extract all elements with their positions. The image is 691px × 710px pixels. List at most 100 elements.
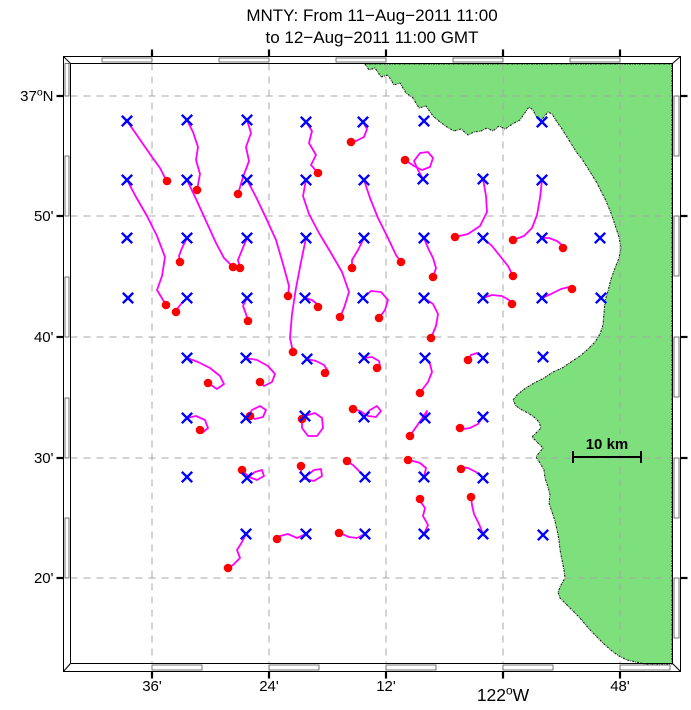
trajectory-endpoint-dot bbox=[348, 404, 358, 414]
drifter-trajectory bbox=[423, 297, 439, 339]
grid-x-marker bbox=[476, 172, 490, 186]
frame-ruler-segment bbox=[64, 155, 70, 217]
lon-tick-label: 36' bbox=[142, 678, 162, 695]
trajectory-endpoint-dot bbox=[161, 300, 171, 310]
trajectory-endpoint-dot bbox=[455, 423, 465, 433]
frame-ruler-segment bbox=[569, 57, 621, 63]
grid-x-marker bbox=[417, 291, 431, 305]
grid-x-marker bbox=[594, 291, 608, 305]
drifter-trajectory bbox=[245, 357, 276, 387]
grid-x-marker bbox=[535, 231, 549, 245]
trajectory-endpoint-dot bbox=[162, 176, 172, 186]
trajectory-endpoint-dot bbox=[334, 528, 344, 538]
grid-x-marker bbox=[535, 173, 549, 187]
trajectory-endpoint-dot bbox=[508, 235, 518, 245]
drifter-trajectory bbox=[470, 496, 484, 535]
drifter-trajectory bbox=[289, 237, 307, 353]
frame-ruler-segment bbox=[673, 457, 680, 519]
grid-x-marker bbox=[417, 114, 431, 128]
grid-x-marker bbox=[357, 410, 371, 424]
grid-x-marker bbox=[476, 291, 490, 305]
trajectory-endpoint-dot bbox=[237, 465, 247, 475]
grid-x-marker bbox=[358, 470, 372, 484]
grid-x-marker bbox=[476, 351, 490, 365]
frame-ruler-segment bbox=[101, 57, 153, 63]
grid-x-marker bbox=[536, 528, 550, 542]
drifter-trajectory bbox=[186, 357, 225, 390]
grid-x-marker bbox=[120, 173, 134, 187]
frame-ruler-segment bbox=[502, 664, 554, 671]
grid-x-marker bbox=[357, 173, 371, 187]
map-frame-outer bbox=[63, 56, 681, 672]
grid-x-marker bbox=[120, 231, 134, 245]
frame-ruler-segment bbox=[64, 517, 70, 579]
trajectory-endpoint-dot bbox=[335, 312, 345, 322]
trajectory-endpoint-dot bbox=[346, 137, 356, 147]
grid-x-marker bbox=[121, 291, 135, 305]
trajectory-endpoint-dot bbox=[415, 494, 425, 504]
grid-x-marker bbox=[180, 113, 194, 127]
frame-ruler-segment bbox=[673, 215, 680, 277]
grid-x-marker bbox=[476, 527, 490, 541]
grid-x-marker bbox=[535, 291, 549, 305]
trajectory-endpoint-dot bbox=[171, 307, 181, 317]
drifter-trajectory bbox=[363, 179, 402, 263]
figure-title-line2: to 12−Aug−2011 11:00 GMT bbox=[265, 28, 479, 47]
grid-x-marker bbox=[300, 352, 314, 366]
grid-x-marker bbox=[476, 410, 490, 424]
grid-x-marker bbox=[418, 411, 432, 425]
trajectory-endpoint-dot bbox=[342, 456, 352, 466]
trajectory-endpoint-dot bbox=[400, 155, 410, 165]
drifter-trajectory bbox=[245, 405, 267, 420]
grid-x-marker bbox=[536, 350, 550, 364]
frame-ruler-segment bbox=[218, 57, 270, 63]
grid-x-marker bbox=[358, 527, 372, 541]
trajectory-endpoint-dot bbox=[175, 257, 185, 267]
trajectory-endpoint-dot bbox=[456, 464, 466, 474]
grid-x-marker bbox=[593, 231, 607, 245]
grid-x-marker bbox=[239, 527, 253, 541]
frame-ruler-segment bbox=[673, 577, 680, 639]
frame-ruler-segment bbox=[151, 664, 203, 671]
trajectory-endpoint-dot bbox=[203, 378, 213, 388]
drifter-trajectory bbox=[351, 237, 365, 269]
drifter-trajectory bbox=[423, 237, 437, 278]
frame-ruler-segment bbox=[64, 276, 70, 338]
drifter-trajectory bbox=[227, 533, 247, 569]
frame-ruler-segment bbox=[385, 664, 437, 671]
trajectory-endpoint-dot bbox=[243, 316, 253, 326]
grid-x-marker bbox=[417, 527, 431, 541]
frame-ruler-segment bbox=[673, 95, 680, 157]
drifter-trajectory bbox=[409, 410, 428, 437]
trajectory-endpoint-dot bbox=[372, 363, 382, 373]
map-frame-inner bbox=[70, 63, 673, 664]
grid-x-marker bbox=[240, 231, 254, 245]
map-frame-corner-bevel bbox=[63, 663, 71, 672]
frame-ruler-segment bbox=[619, 664, 671, 671]
drifter-trajectory bbox=[419, 498, 429, 535]
grid-x-marker bbox=[239, 411, 253, 425]
drifter-trajectory bbox=[454, 178, 488, 238]
grid-x-marker bbox=[298, 291, 312, 305]
grid-x-marker bbox=[535, 115, 549, 129]
scale-bar-label: 10 km bbox=[586, 436, 629, 453]
grid-x-marker bbox=[476, 471, 490, 485]
trajectory-endpoint-dot bbox=[228, 262, 238, 272]
lon-tick-label: 24' bbox=[259, 678, 279, 695]
drifter-trajectory bbox=[482, 237, 514, 277]
trajectory-endpoint-dot bbox=[463, 355, 473, 365]
frame-ruler-segment bbox=[64, 63, 70, 97]
drifter-trajectory bbox=[186, 119, 201, 191]
grid-x-marker bbox=[180, 411, 194, 425]
trajectory-endpoint-dot bbox=[426, 333, 436, 343]
trajectory-endpoint-dot bbox=[296, 461, 306, 471]
frame-ruler-segment bbox=[335, 57, 387, 63]
trajectory-endpoint-dot bbox=[403, 455, 413, 465]
drifter-trajectory bbox=[305, 121, 319, 174]
map-frame-corner-bevel bbox=[63, 56, 71, 64]
trajectory-endpoint-dot bbox=[507, 299, 517, 309]
trajectory-endpoint-dot bbox=[313, 302, 323, 312]
trajectory-endpoint-dot bbox=[396, 257, 406, 267]
trajectory-endpoint-dot bbox=[223, 563, 233, 573]
trajectory-endpoint-dot bbox=[245, 411, 255, 421]
